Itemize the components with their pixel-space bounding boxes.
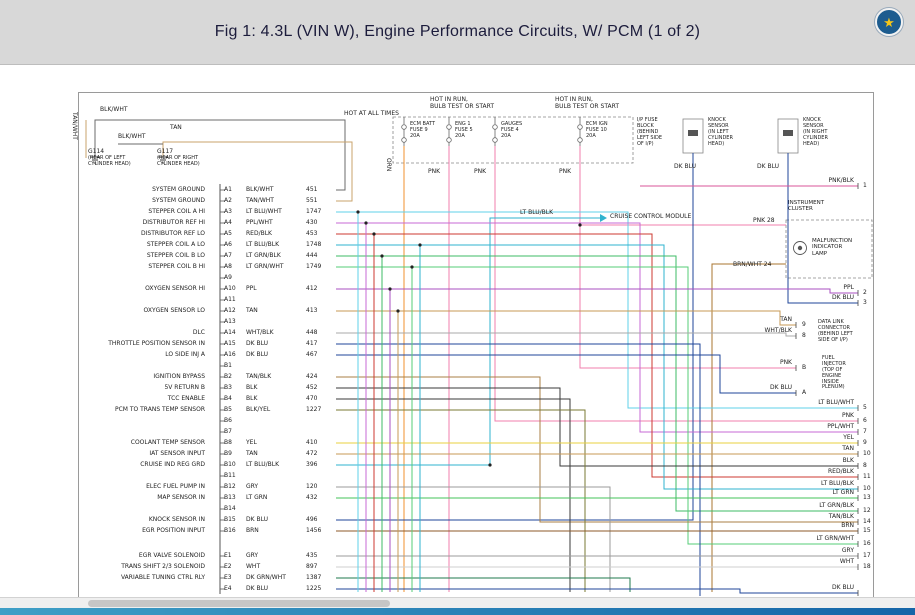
- page-title: Fig 1: 4.3L (VIN W), Engine Performance …: [214, 23, 701, 40]
- horizontal-scrollbar-track[interactable]: [0, 597, 915, 609]
- diagram-label: TAN/WHT: [71, 112, 78, 140]
- favorite-button[interactable]: ★: [875, 8, 903, 36]
- horizontal-scrollbar-thumb[interactable]: [88, 600, 390, 607]
- diagram-frame: [78, 92, 874, 602]
- window-bottom-edge: [0, 608, 915, 615]
- star-icon: ★: [883, 14, 895, 30]
- header-bar: Fig 1: 4.3L (VIN W), Engine Performance …: [0, 0, 915, 65]
